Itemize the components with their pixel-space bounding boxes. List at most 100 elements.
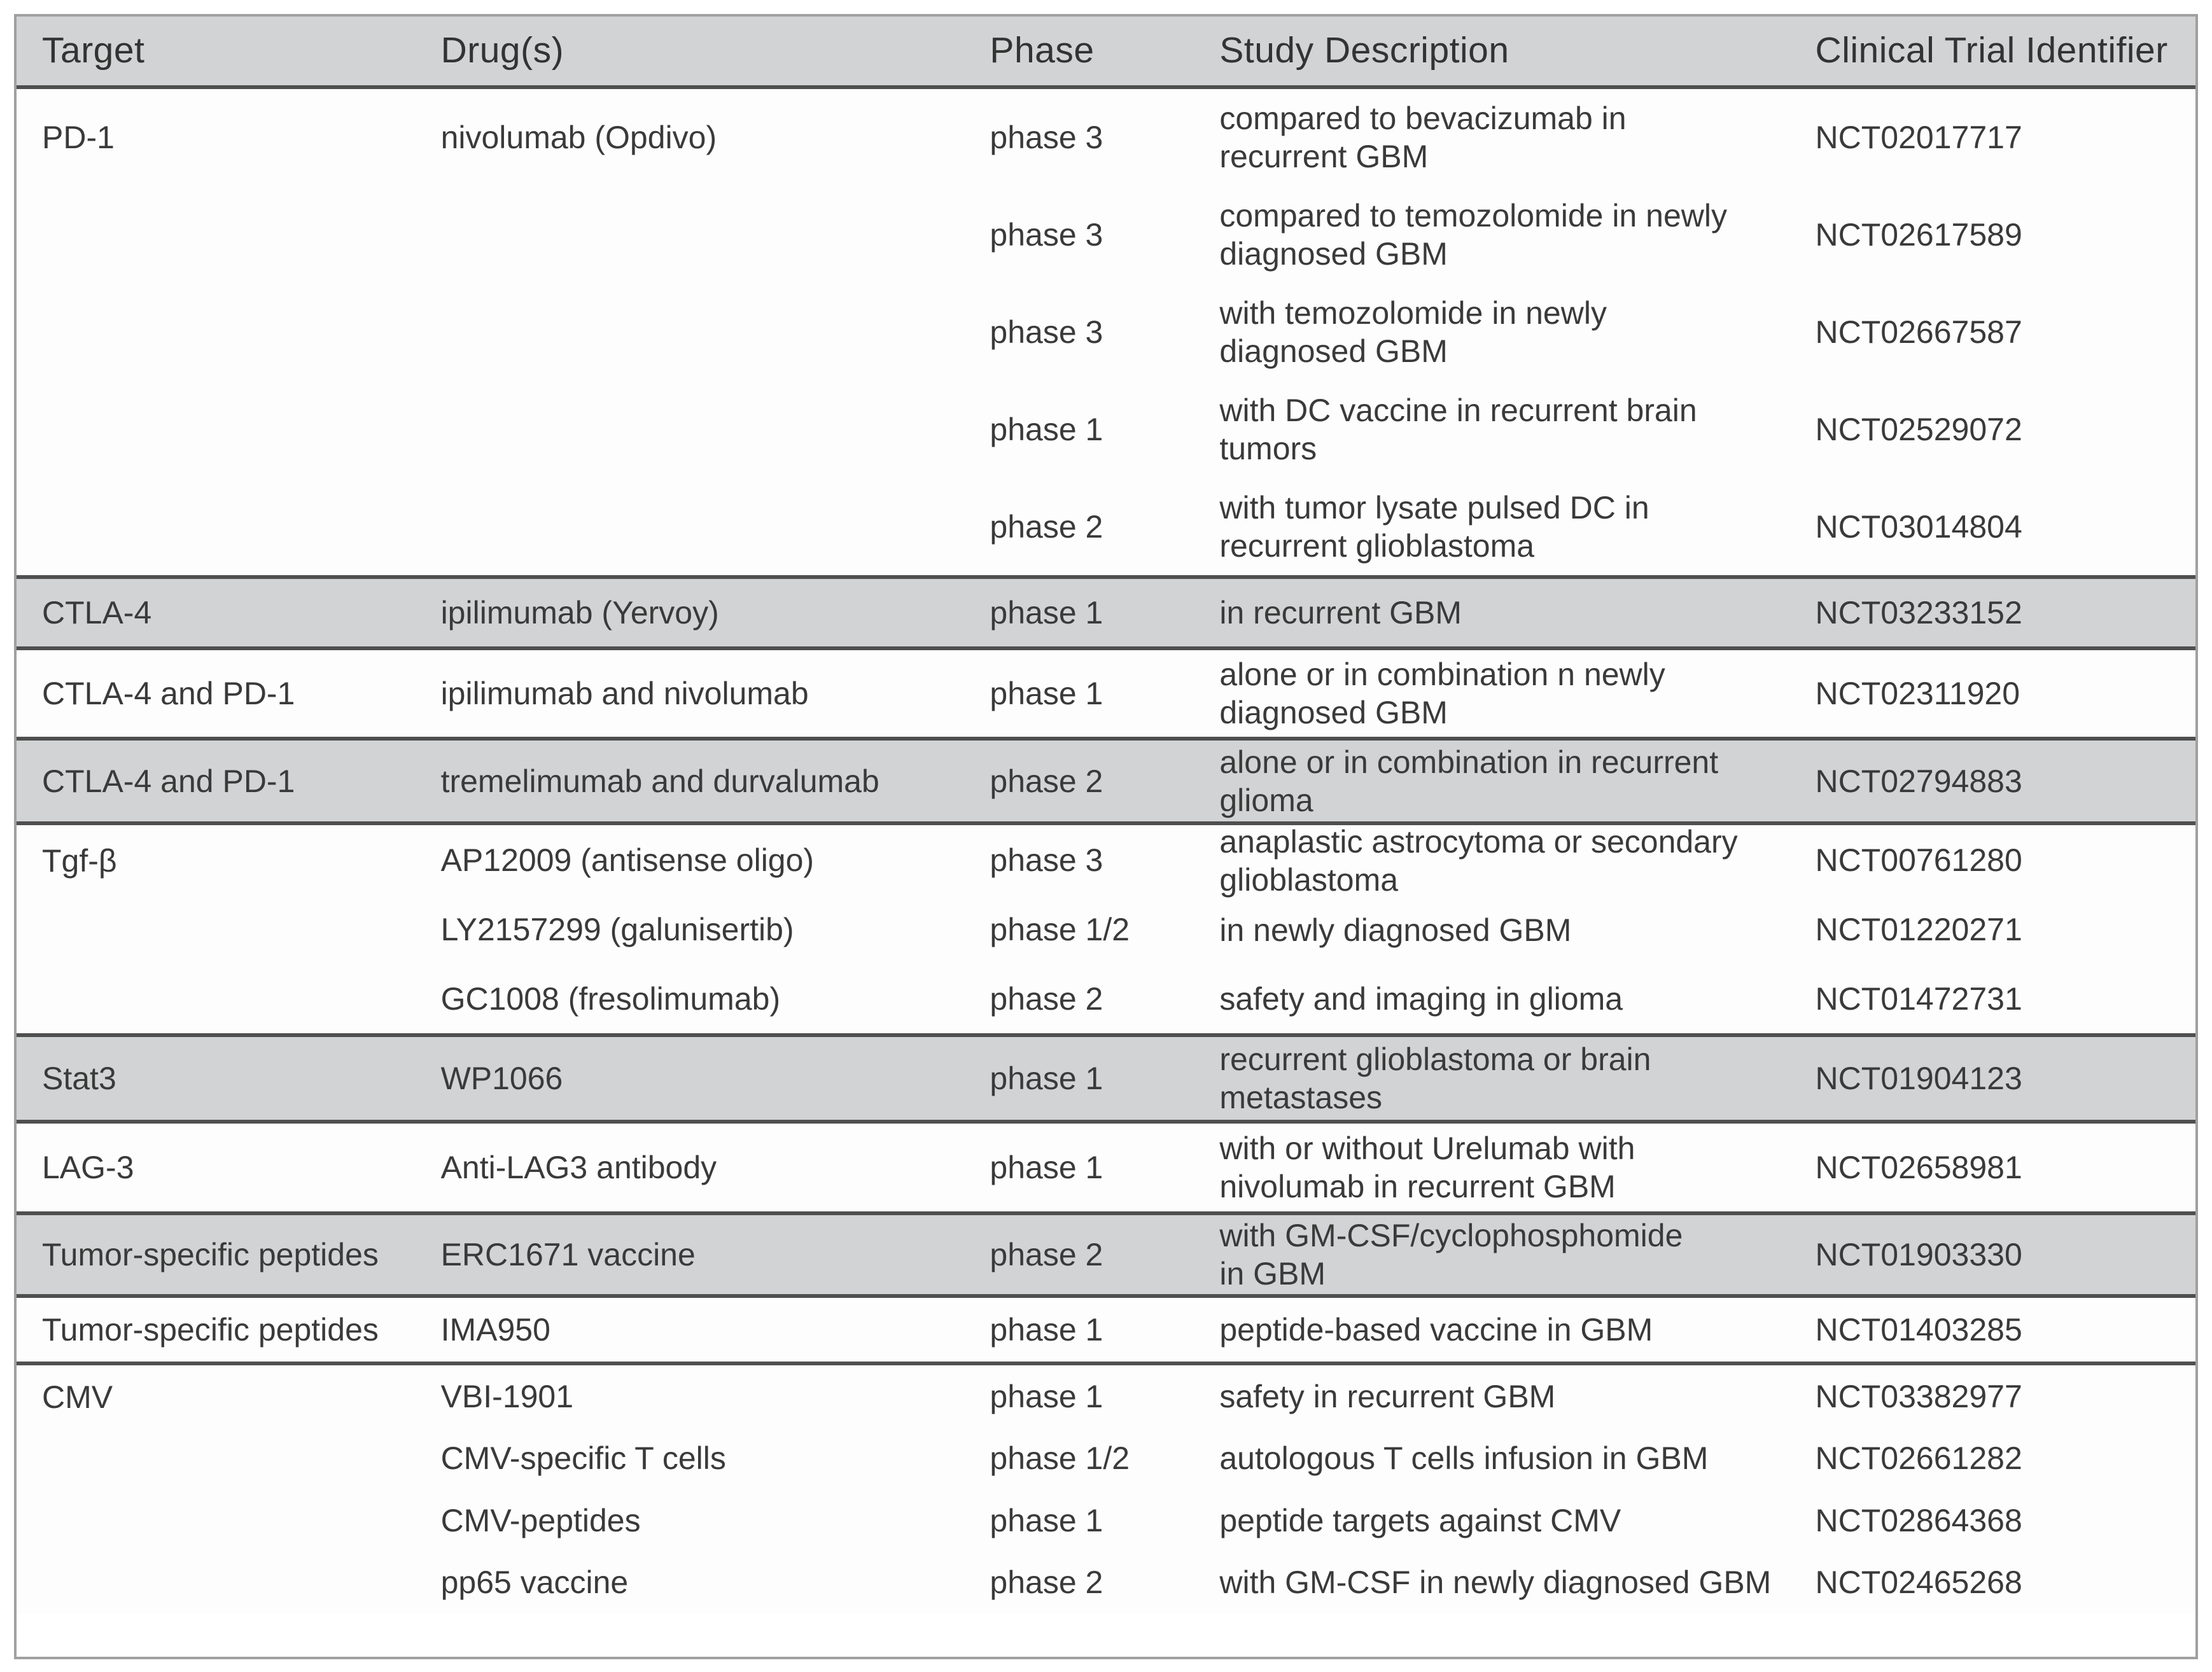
nct-cell: NCT02658981 xyxy=(1793,1124,2195,1211)
description-cell: compared to bevacizumab in recurrent GBM xyxy=(1219,89,1792,186)
phase-cell: phase 1 xyxy=(990,380,1195,478)
row-group-lag3: LAG-3 Anti-LAG3 antibody phase 1 with or… xyxy=(17,1120,2195,1211)
nct-cell: NCT03014804 xyxy=(1816,478,2195,575)
target-label: Tumor-specific peptides xyxy=(42,1312,379,1348)
nct-column: NCT03382977 NCT02661282 NCT02864368 NCT0… xyxy=(1793,1365,2195,1613)
target-cell: Tumor-specific peptides xyxy=(17,1215,416,1294)
target-cell: CMV xyxy=(17,1365,416,1613)
drug-cell: nivolumab (Opdivo) xyxy=(416,89,965,575)
row-group-ctla4: CTLA-4 ipilimumab (Yervoy) phase 1 in re… xyxy=(17,575,2195,646)
nct-id: NCT02017717 xyxy=(1815,120,2022,156)
phase-cell: phase 2 xyxy=(964,741,1195,821)
description-text: compared to temozolomide in newly diagno… xyxy=(1219,198,1727,272)
phase-cell: phase 3 xyxy=(990,825,1195,895)
drug-label: IMA950 xyxy=(440,1312,550,1348)
drug-cell: Anti-LAG3 antibody xyxy=(416,1124,965,1211)
drug-label: nivolumab (Opdivo) xyxy=(440,120,717,155)
target-label: CTLA-4 and PD-1 xyxy=(42,763,295,799)
drug-column: AP12009 (antisense oligo) LY2157299 (gal… xyxy=(416,825,965,1033)
nct-cell: NCT02794883 xyxy=(1793,741,2195,821)
target-cell: Tumor-specific peptides xyxy=(17,1298,416,1362)
description-cell: with tumor lysate pulsed DC in recurrent… xyxy=(1219,478,1792,575)
drug-cell: tremelimumab and durvalumab xyxy=(416,741,965,821)
phase-cell: phase 1 xyxy=(964,650,1195,737)
phase-label: phase 2 xyxy=(990,1237,1103,1272)
drug-cell: VBI-1901 xyxy=(441,1365,965,1428)
target-label: LAG-3 xyxy=(42,1150,134,1185)
nct-id: NCT02617589 xyxy=(1815,217,2022,253)
nct-cell: NCT02529072 xyxy=(1816,380,2195,478)
description-cell: with DC vaccine in recurrent brain tumor… xyxy=(1219,380,1792,478)
description-text: in newly diagnosed GBM xyxy=(1219,912,1572,948)
phase-label: phase 2 xyxy=(990,1564,1103,1601)
description-cell: with temozolomide in newly diagnosed GBM xyxy=(1219,284,1792,381)
phase-cell: phase 1 xyxy=(990,1365,1195,1428)
phase-cell: phase 3 xyxy=(990,89,1195,186)
phase-label: phase 1 xyxy=(990,1061,1103,1096)
description-text: compared to bevacizumab in recurrent GBM xyxy=(1219,101,1627,175)
nct-column: NCT00761280 NCT01220271 NCT01472731 xyxy=(1793,825,2195,1033)
description-cell: alone or in combination n newly diagnose… xyxy=(1195,650,1792,737)
nct-cell: NCT01403285 xyxy=(1793,1298,2195,1362)
column-header-label: Study Description xyxy=(1219,30,1509,71)
target-cell: CTLA-4 and PD-1 xyxy=(17,650,416,737)
drug-label: CMV-peptides xyxy=(440,1502,641,1538)
drug-cell: ERC1671 vaccine xyxy=(416,1215,965,1294)
description-cell: in newly diagnosed GBM xyxy=(1219,896,1792,965)
nct-cell: NCT02311920 xyxy=(1793,650,2195,737)
row-group-tgfb: Tgf-β AP12009 (antisense oligo) LY215729… xyxy=(17,821,2195,1033)
description-text: with or without Urelumab with nivolumab … xyxy=(1219,1131,1635,1204)
target-label: CTLA-4 xyxy=(42,595,152,630)
phase-cell: phase 1 xyxy=(964,1124,1195,1211)
description-column: safety in recurrent GBM autologous T cel… xyxy=(1195,1365,1792,1613)
nct-cell: NCT02661282 xyxy=(1816,1428,2195,1490)
nct-cell: NCT03382977 xyxy=(1816,1365,2195,1428)
nct-cell: NCT01472731 xyxy=(1816,964,2195,1033)
phase-cell: phase 1 xyxy=(964,1298,1195,1362)
phase-label: phase 3 xyxy=(990,120,1103,156)
phase-label: phase 2 xyxy=(990,763,1103,799)
nct-cell: NCT02017717 xyxy=(1816,89,2195,186)
nct-id: NCT02311920 xyxy=(1815,676,2020,711)
description-text: with DC vaccine in recurrent brain tumor… xyxy=(1219,392,1697,466)
drug-cell: CMV-specific T cells xyxy=(441,1428,965,1490)
description-cell: autologous T cells infusion in GBM xyxy=(1219,1428,1792,1490)
target-cell: PD-1 xyxy=(17,89,416,575)
phase-label: phase 1/2 xyxy=(990,911,1130,947)
phase-cell: phase 3 xyxy=(990,186,1195,284)
nct-cell: NCT00761280 xyxy=(1816,825,2195,895)
drug-label: VBI-1901 xyxy=(440,1378,574,1414)
target-cell: CTLA-4 and PD-1 xyxy=(17,741,416,821)
phase-cell: phase 3 xyxy=(990,284,1195,381)
column-header-phase: Phase xyxy=(964,17,1195,85)
target-cell: Stat3 xyxy=(17,1037,416,1120)
nct-cell: NCT01220271 xyxy=(1816,895,2195,964)
nct-id: NCT02864368 xyxy=(1815,1502,2022,1538)
drug-label: Anti-LAG3 antibody xyxy=(440,1150,717,1185)
clinical-trials-table: Target Drug(s) Phase Study Description C… xyxy=(14,14,2198,1659)
description-cell: with GM-CSF/cyclophosphomide in GBM xyxy=(1195,1215,1792,1294)
description-text: recurrent glioblastoma or brain metastas… xyxy=(1219,1042,1651,1115)
phase-label: phase 3 xyxy=(990,217,1103,253)
nct-column: NCT02017717 NCT02617589 NCT02667587 NCT0… xyxy=(1793,89,2195,575)
phase-label: phase 2 xyxy=(990,980,1103,1017)
target-label: Tumor-specific peptides xyxy=(42,1237,379,1272)
nct-cell: NCT02667587 xyxy=(1816,284,2195,381)
row-group-pd1: PD-1 nivolumab (Opdivo) phase 3 phase 3 … xyxy=(17,85,2195,575)
description-text: with GM-CSF in newly diagnosed GBM xyxy=(1219,1564,1772,1601)
row-group-tumor-peptides-erc1671: Tumor-specific peptides ERC1671 vaccine … xyxy=(17,1211,2195,1294)
nct-cell: NCT01904123 xyxy=(1793,1037,2195,1120)
drug-label: ipilimumab (Yervoy) xyxy=(440,595,719,630)
nct-id: NCT01903330 xyxy=(1815,1237,2022,1272)
nct-id: NCT01904123 xyxy=(1815,1061,2022,1096)
description-text: safety and imaging in glioma xyxy=(1219,981,1623,1017)
phase-column: phase 3 phase 1/2 phase 2 xyxy=(964,825,1195,1033)
nct-cell: NCT01903330 xyxy=(1793,1215,2195,1294)
description-column: compared to bevacizumab in recurrent GBM… xyxy=(1195,89,1792,575)
phase-label: phase 3 xyxy=(990,314,1103,350)
drug-cell: IMA950 xyxy=(416,1298,965,1362)
row-group-cmv: CMV VBI-1901 CMV-specific T cells CMV-pe… xyxy=(17,1362,2195,1613)
phase-label: phase 2 xyxy=(990,508,1103,545)
target-label: CTLA-4 and PD-1 xyxy=(42,676,295,711)
phase-cell: phase 2 xyxy=(990,478,1195,575)
